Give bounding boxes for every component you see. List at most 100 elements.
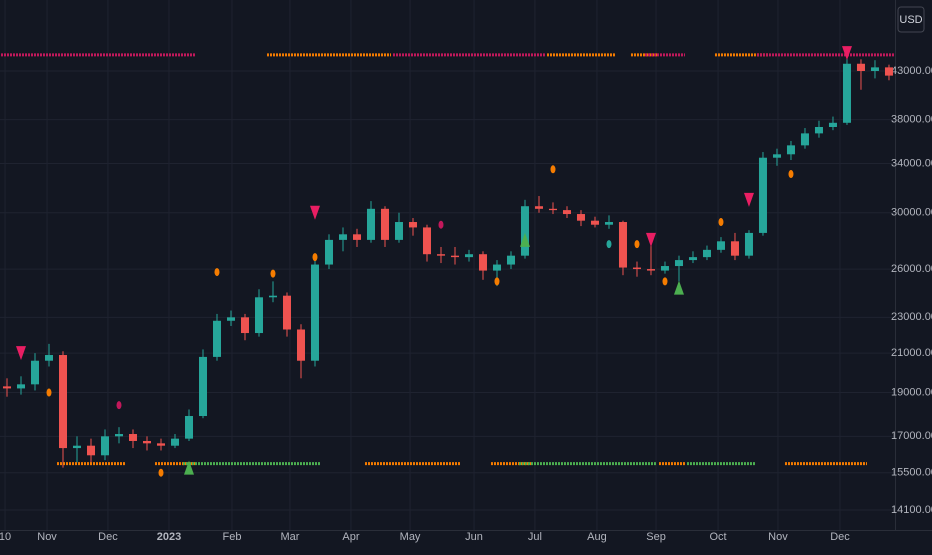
candle-body: [786, 145, 795, 155]
candle-body: [254, 297, 263, 334]
signal-dot: [270, 269, 276, 278]
candle-body: [324, 239, 333, 265]
candle-body: [184, 416, 193, 439]
buy-marker: [673, 280, 684, 295]
candle-body: [842, 63, 851, 123]
y-tick-label: 21000.00: [891, 347, 932, 359]
x-tick-label: Dec: [830, 531, 850, 543]
candle-body: [506, 255, 515, 265]
candle-body: [548, 208, 557, 211]
signal-dot: [158, 468, 164, 477]
candle-body: [534, 206, 543, 209]
x-tick-label: Sep: [646, 531, 666, 543]
sell-marker: [841, 46, 852, 61]
currency-button[interactable]: [897, 6, 925, 33]
candle-body: [100, 436, 109, 456]
candle-body: [716, 241, 725, 250]
x-tick-label: Oct: [709, 531, 726, 543]
x-tick-label: Feb: [222, 531, 241, 543]
candle-body: [380, 208, 389, 240]
candle-body: [408, 222, 417, 228]
candle-body: [128, 434, 137, 441]
candle-body: [884, 67, 893, 76]
candle-body: [492, 264, 501, 271]
candle-body: [744, 232, 753, 256]
x-tick-label: Mar: [280, 531, 299, 543]
signal-dot: [46, 388, 52, 397]
candle-body: [114, 434, 123, 437]
candle-body: [156, 443, 165, 446]
buy-marker: [183, 460, 194, 475]
candle-body: [352, 234, 361, 240]
candle-body: [2, 386, 11, 389]
y-tick-label: 30000.00: [891, 207, 932, 219]
candle-body: [198, 356, 207, 417]
candle-body: [30, 360, 39, 385]
candle-body: [604, 222, 613, 225]
candle-body: [86, 445, 95, 456]
candle-body: [422, 227, 431, 255]
x-tick-label: Nov: [37, 531, 57, 543]
x-tick-label: Nov: [768, 531, 788, 543]
candle-body: [758, 157, 767, 233]
x-tick-label: 2023: [157, 531, 181, 543]
signal-dot: [116, 401, 122, 410]
y-tick-label: 17000.00: [891, 430, 932, 442]
candle-body: [856, 63, 865, 72]
candle-body: [814, 126, 823, 134]
signal-dot: [634, 240, 640, 249]
y-tick-label: 14100.00: [891, 504, 932, 516]
candle-body: [310, 264, 319, 361]
sell-marker: [645, 232, 656, 247]
candle-body: [394, 222, 403, 240]
candle-body: [450, 255, 459, 258]
x-tick-label: Jul: [528, 531, 542, 543]
signal-dot: [718, 218, 724, 227]
signal-dot: [438, 220, 444, 229]
y-tick-label: 38000.00: [891, 114, 932, 126]
candle-body: [268, 295, 277, 298]
x-tick-label: Dec: [98, 531, 118, 543]
candle-body: [800, 133, 809, 146]
candle-body: [212, 320, 221, 357]
candle-body: [44, 355, 53, 361]
candle-body: [674, 260, 683, 267]
candle-body: [58, 355, 67, 449]
candle-body: [576, 214, 585, 221]
candle-body: [632, 267, 641, 270]
x-tick-label: May: [400, 531, 421, 543]
sell-marker: [309, 205, 320, 220]
candle-body: [730, 241, 739, 256]
signal-dot: [312, 253, 318, 262]
candle-body: [142, 440, 151, 444]
y-tick-label: 26000.00: [891, 263, 932, 275]
x-tick-label: Apr: [342, 531, 359, 543]
candle-body: [870, 67, 879, 72]
candle-body: [296, 329, 305, 361]
candle-body: [660, 266, 669, 271]
candle-body: [590, 220, 599, 225]
signal-dot: [606, 240, 612, 249]
candle-body: [646, 269, 655, 271]
candle-body: [366, 208, 375, 240]
signal-dot: [662, 277, 668, 286]
candle-body: [562, 210, 571, 215]
sell-marker: [743, 192, 754, 207]
candle-body: [618, 222, 627, 268]
candle-body: [170, 438, 179, 446]
currency-label[interactable]: USD: [899, 14, 922, 26]
candle-body: [464, 254, 473, 258]
signal-dot: [550, 165, 556, 174]
signal-dot: [214, 268, 220, 277]
x-tick-label: Aug: [587, 531, 607, 543]
candle-body: [688, 257, 697, 261]
y-tick-label: 43000.00: [891, 65, 932, 77]
signal-dot: [788, 170, 794, 179]
candle-body: [226, 317, 235, 321]
candle-body: [702, 249, 711, 258]
candle-body: [72, 445, 81, 449]
signal-dot: [494, 277, 500, 286]
candle-body: [436, 254, 445, 256]
